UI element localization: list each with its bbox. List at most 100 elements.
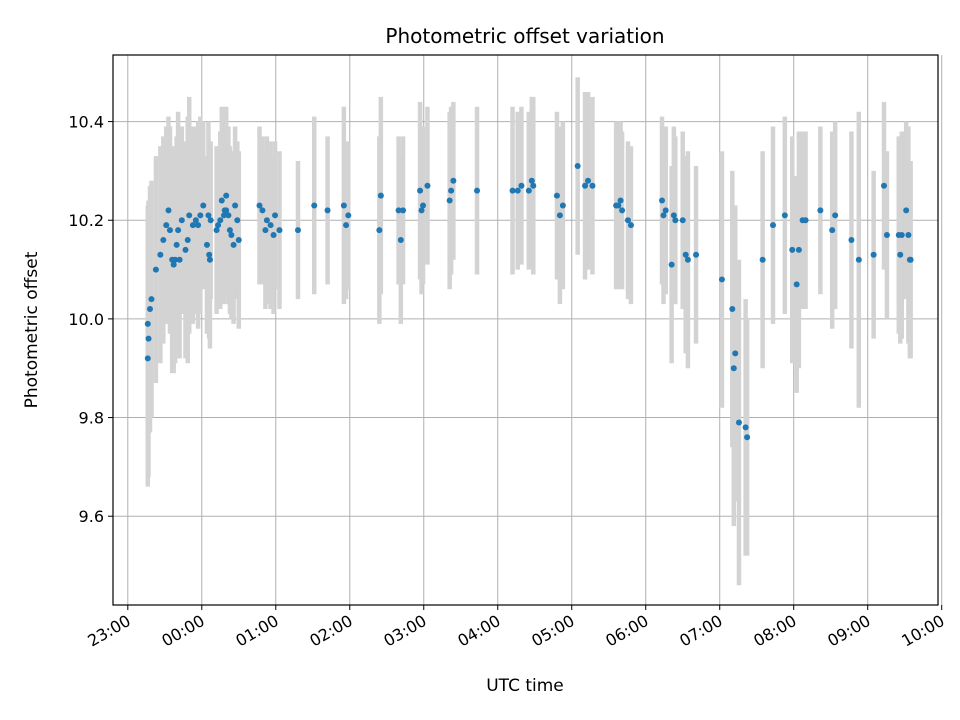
data-point <box>163 222 170 229</box>
data-point <box>395 207 402 214</box>
data-point <box>802 217 809 224</box>
data-point <box>795 246 802 253</box>
data-point <box>509 187 516 194</box>
data-point <box>619 207 626 214</box>
x-axis-label: UTC time <box>486 676 564 696</box>
data-point <box>215 222 222 229</box>
data-point <box>870 251 877 258</box>
data-point <box>225 212 232 219</box>
data-point <box>615 202 622 209</box>
data-point <box>898 232 905 239</box>
data-points <box>144 162 914 441</box>
data-point <box>223 207 230 214</box>
data-point <box>660 212 667 219</box>
data-point <box>400 207 407 214</box>
data-point <box>206 251 213 258</box>
data-point <box>528 177 535 184</box>
data-point <box>585 177 592 184</box>
data-point <box>234 217 241 224</box>
data-point <box>152 266 159 273</box>
data-point <box>223 192 230 199</box>
data-point <box>157 251 164 258</box>
data-point <box>184 236 191 243</box>
data-point <box>759 256 766 263</box>
data-point <box>474 187 481 194</box>
data-point <box>189 222 196 229</box>
data-point <box>230 241 237 248</box>
data-point <box>450 177 457 184</box>
data-point <box>294 227 301 234</box>
data-point <box>718 276 725 283</box>
data-point <box>559 202 566 209</box>
data-point <box>170 261 177 268</box>
data-point <box>729 306 736 313</box>
data-point <box>397 236 404 243</box>
data-point <box>556 212 563 219</box>
data-point <box>195 222 202 229</box>
data-point <box>178 217 185 224</box>
data-point <box>259 207 266 214</box>
data-point <box>160 236 167 243</box>
data-point <box>770 222 776 229</box>
data-point <box>905 232 912 239</box>
data-point <box>659 197 666 204</box>
data-point <box>166 227 173 234</box>
data-point <box>165 207 172 214</box>
data-point <box>880 182 887 189</box>
y-tick-label: 10.0 <box>68 310 104 329</box>
y-axis-ticks: 9.6 9.8 10.0 10.2 10.4 <box>68 113 113 526</box>
data-point <box>218 197 225 204</box>
data-point <box>173 241 180 248</box>
data-point <box>617 197 624 204</box>
data-point <box>781 212 788 219</box>
data-point <box>144 355 151 362</box>
data-point <box>256 202 263 209</box>
data-point <box>855 256 862 263</box>
data-point <box>205 212 212 219</box>
data-point <box>530 182 537 189</box>
data-point <box>903 207 910 214</box>
data-point <box>263 217 270 224</box>
data-point <box>420 202 427 209</box>
y-axis-label: Photometric offset <box>22 251 42 408</box>
data-point <box>324 207 331 214</box>
data-point <box>206 256 213 263</box>
data-point <box>203 241 210 248</box>
data-point <box>146 306 153 313</box>
data-point <box>817 207 824 214</box>
data-point <box>518 182 525 189</box>
y-tick-label: 10.4 <box>68 113 104 132</box>
data-point <box>742 424 749 431</box>
data-point <box>574 162 581 169</box>
data-point <box>186 212 193 219</box>
plot-frame <box>112 54 939 606</box>
data-point <box>217 217 224 224</box>
data-point <box>345 212 352 219</box>
data-point <box>262 227 269 234</box>
data-point <box>446 197 453 204</box>
y-tick-label: 10.2 <box>68 211 104 230</box>
data-point <box>553 192 560 199</box>
data-point <box>793 281 800 288</box>
data-point <box>679 217 686 224</box>
data-point <box>144 320 151 327</box>
data-point <box>267 222 274 229</box>
data-point <box>228 232 235 239</box>
data-point <box>192 217 199 224</box>
data-point <box>732 350 739 357</box>
data-point <box>682 251 689 258</box>
data-point <box>693 251 700 258</box>
data-point <box>789 246 796 253</box>
data-point <box>270 232 277 239</box>
data-point <box>232 202 239 209</box>
data-point <box>624 217 631 224</box>
data-point <box>376 227 383 234</box>
data-point <box>418 207 425 214</box>
data-point <box>417 187 424 194</box>
data-point <box>668 261 675 268</box>
data-point <box>276 227 283 234</box>
data-point <box>175 227 182 234</box>
data-point <box>897 251 904 258</box>
grid <box>113 55 943 605</box>
